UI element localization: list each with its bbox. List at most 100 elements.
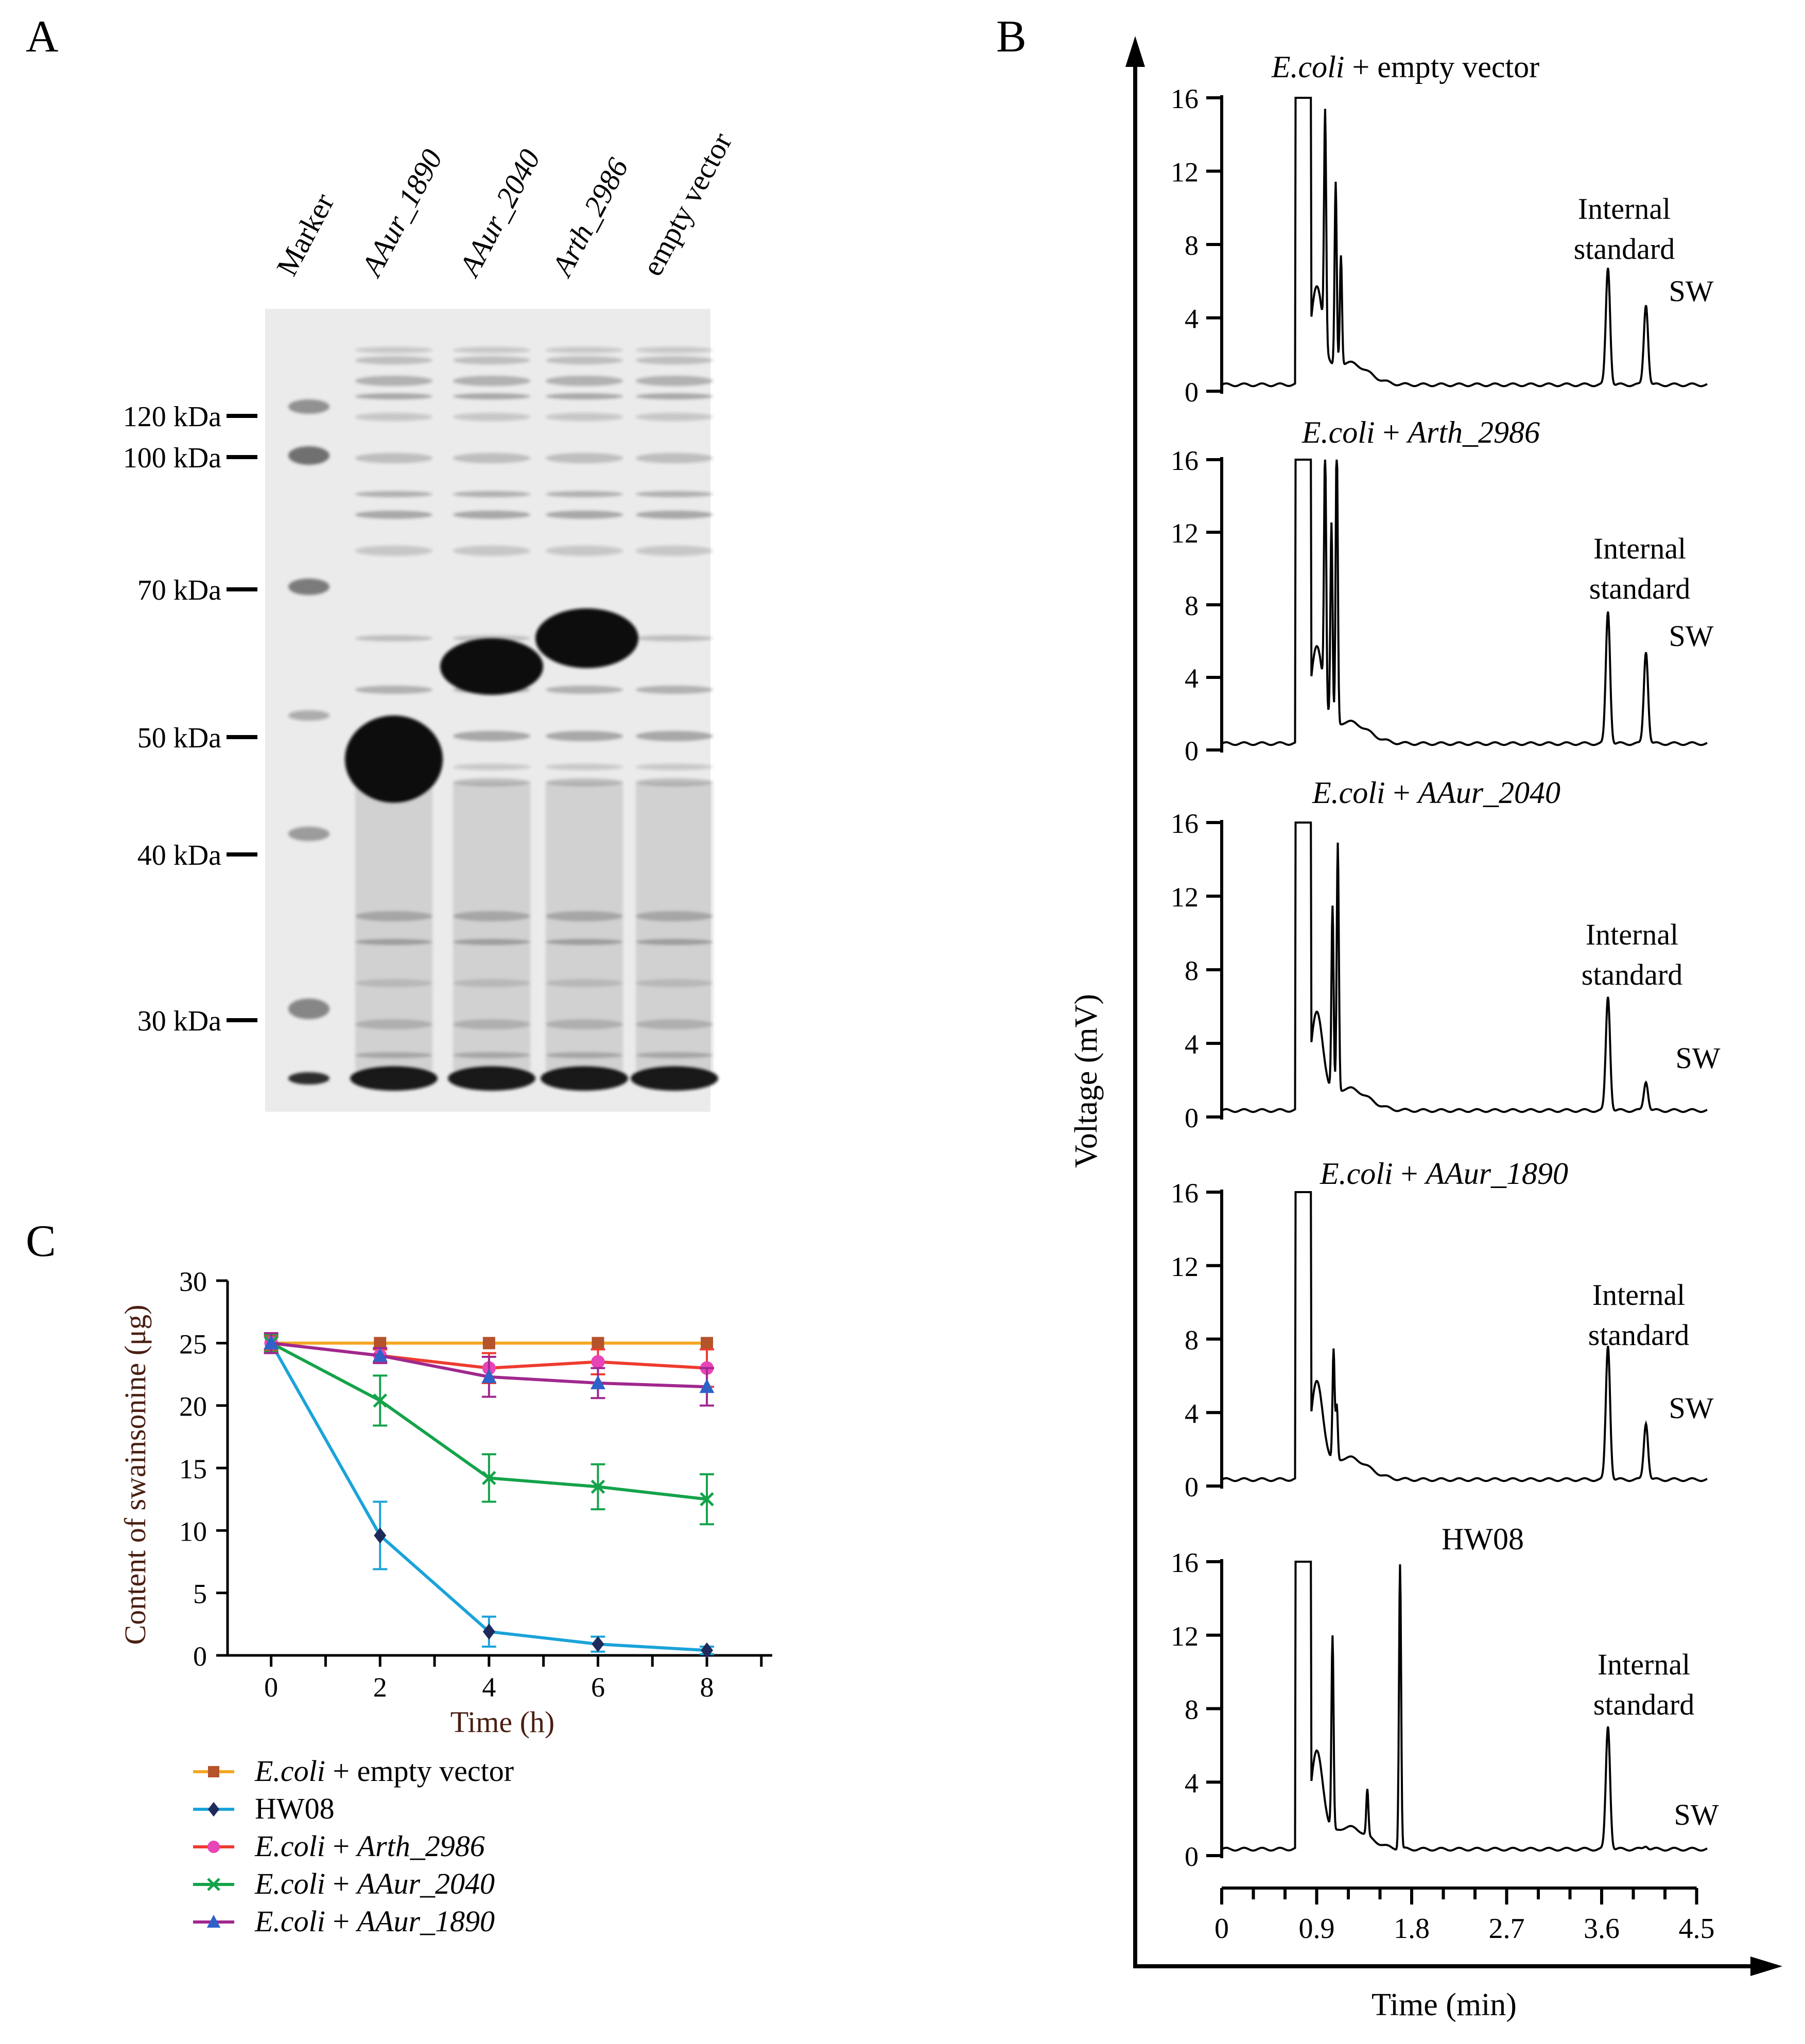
marker-label: 30 kDa [137, 1005, 221, 1037]
marker-band [288, 999, 329, 1019]
dye-front-band [350, 1066, 438, 1091]
sample-band [636, 635, 713, 641]
data-point [208, 1802, 219, 1817]
legend-entry: E.coli + Arth_2986 [193, 1829, 485, 1863]
chrom-y-tick-label: 8 [1185, 1694, 1199, 1725]
chrom-y-tick-label: 4 [1185, 1398, 1199, 1429]
chrom-y-tick-label: 12 [1171, 1251, 1199, 1282]
chrom-y-tick-label: 16 [1171, 808, 1199, 839]
time-axis-tick-label: 1.8 [1394, 1913, 1430, 1945]
chromatogram-title: E.coli + AAur_1890 [1320, 1157, 1568, 1191]
internal-standard-label: Internal [1592, 1278, 1685, 1312]
dye-front-band [448, 1066, 535, 1091]
chart-y-tick-label: 30 [179, 1266, 207, 1297]
overexpressed-band-arth2986 [535, 608, 638, 668]
gel-lane-label: Marker [270, 188, 341, 281]
chromatogram-title: HW08 [1442, 1522, 1524, 1556]
lane-smear [546, 782, 623, 1071]
swainsonine-chart: 0 5 10 15 20 25 30 0 2 4 6 8 Content of swainsonine… [118, 1266, 772, 1938]
chromatogram-title: E.coli + AAur_2040 [1312, 776, 1560, 810]
chrom-y-tick-label: 8 [1185, 955, 1199, 986]
sample-band [355, 511, 432, 519]
sample-band [355, 376, 432, 386]
chromatogram-4: 0 4 8 12 16 E.coli + AAur_1890 Internal standar… [1171, 1157, 1714, 1503]
chromatogram-trace [1221, 459, 1708, 746]
chart-y-tick-label: 15 [179, 1454, 207, 1484]
legend-label: E.coli + AAur_2040 [254, 1867, 495, 1900]
sample-band [636, 511, 713, 519]
chart-x-tick-label: 6 [591, 1672, 605, 1703]
chromatogram-panel: Voltage (mV) Time (min) 0 4 8 12 16 E.coli + … [1069, 36, 1782, 2022]
time-axis-tick-label: 2.7 [1489, 1913, 1525, 1945]
data-point [481, 1369, 497, 1383]
data-point [482, 1337, 495, 1350]
sample-band [546, 686, 623, 694]
sample-band [453, 764, 530, 770]
lane-smear [636, 782, 713, 1071]
series-1 [264, 1336, 714, 1351]
dye-front-band [541, 1066, 628, 1091]
chrom-y-tick-label: 0 [1185, 377, 1199, 408]
chart-legend: E.coli + empty vector HW08 E.coli + Arth_2… [193, 1754, 514, 1938]
data-point [208, 1766, 219, 1777]
legend-entry: E.coli + AAur_1890 [193, 1905, 495, 1938]
gel-lane-label: AAur_2040 [452, 144, 547, 283]
chromatogram-2: 0 4 8 12 16 E.coli + Arth_2986 Internal standar… [1171, 415, 1714, 766]
panel-label-c: C [26, 1216, 56, 1266]
marker-band [288, 827, 329, 841]
gel-marker-labels: 120 kDa 100 kDa 70 kDa 50 kDa 40 kDa 30 kDa [123, 401, 257, 1037]
sample-band [453, 393, 530, 399]
chrom-y-tick-label: 0 [1185, 736, 1199, 766]
sw-peak-label: SW [1669, 1391, 1714, 1425]
chart-axes: 0 5 10 15 20 25 30 0 2 4 6 8 [179, 1266, 772, 1703]
data-point [701, 1642, 714, 1658]
sample-band [636, 347, 713, 353]
overexpressed-band-aaur1890 [345, 715, 443, 803]
sample-band [546, 356, 623, 364]
time-axis-tick-label: 3.6 [1584, 1913, 1620, 1945]
data-point [374, 1527, 387, 1544]
internal-standard-label-2: standard [1574, 232, 1675, 266]
data-point [207, 1840, 220, 1854]
marker-label: 50 kDa [137, 722, 221, 754]
chromatogram-5: 0 4 8 12 16 HW08 Internal standard SW [1171, 1522, 1719, 1872]
sample-band [636, 546, 713, 556]
sample-band [355, 635, 432, 641]
sample-band [453, 413, 530, 421]
sample-band [636, 764, 713, 770]
chrom-y-tick-label: 0 [1185, 1841, 1199, 1872]
chart-x-tick-label: 4 [482, 1672, 496, 1703]
internal-standard-label-2: standard [1588, 1318, 1690, 1352]
chrom-y-tick-label: 4 [1185, 1768, 1199, 1798]
sample-band [546, 511, 623, 519]
panel-label-a: A [26, 12, 59, 62]
series-5 [264, 1332, 715, 1407]
marker-label: 40 kDa [137, 840, 221, 871]
legend-entry: E.coli + empty vector [193, 1754, 514, 1788]
legend-entry: HW08 [193, 1792, 335, 1825]
sample-band [355, 491, 432, 497]
sample-band [546, 764, 623, 770]
sample-band [546, 347, 623, 353]
chrom-y-tick-label: 16 [1171, 1547, 1199, 1578]
chrom-y-tick-label: 8 [1185, 230, 1199, 261]
series-4 [264, 1333, 715, 1526]
chrom-y-tick-label: 4 [1185, 1029, 1199, 1060]
marker-label: 120 kDa [123, 401, 221, 433]
data-point [591, 1479, 605, 1494]
chrom-y-tick-label: 12 [1171, 882, 1199, 913]
data-point [591, 1355, 605, 1369]
chrom-y-tick-label: 4 [1185, 663, 1199, 694]
chart-series [264, 1332, 715, 1658]
data-point [592, 1337, 604, 1350]
time-axis-tick-label: 0 [1214, 1913, 1229, 1945]
sample-band [636, 376, 713, 386]
data-point [372, 1348, 388, 1362]
chrom-y-tick-label: 16 [1171, 1178, 1199, 1209]
chart-y-tick-label: 10 [179, 1516, 207, 1547]
sample-band [453, 511, 530, 519]
legend-label: HW08 [255, 1792, 335, 1825]
data-point [700, 1492, 714, 1507]
chrom-y-tick-label: 12 [1171, 157, 1199, 188]
